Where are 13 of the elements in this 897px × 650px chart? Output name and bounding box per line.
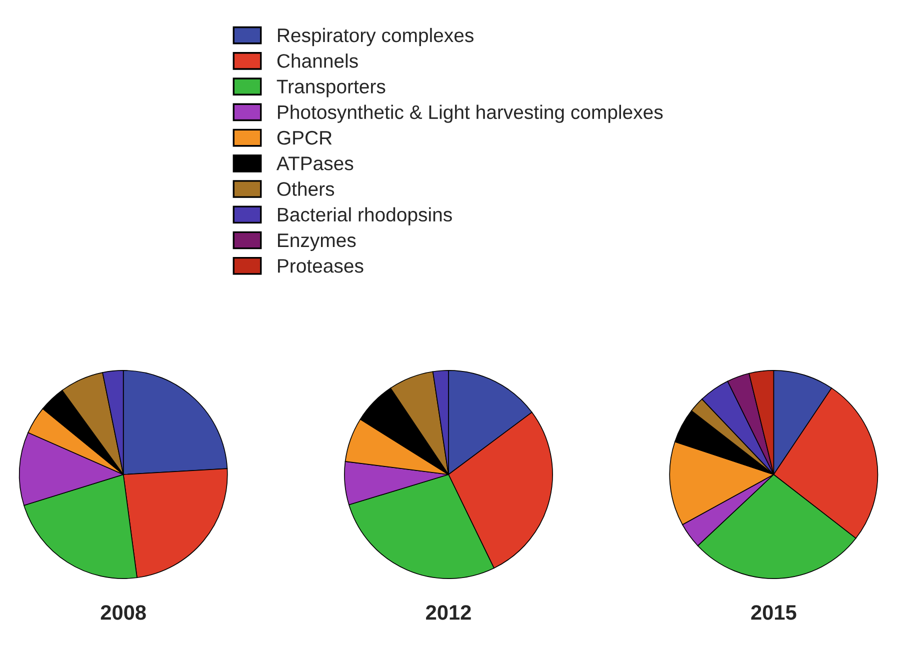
legend-label: Enzymes [278,234,356,252]
text: 2012 [426,605,471,620]
legend-label: Bacterial rhodopsins [278,207,452,226]
legend-label: Proteases [278,259,364,273]
legend-label: Transporters [276,80,386,98]
legend-label: Others [277,182,334,196]
legend-label: Channels [277,54,358,68]
legend-label: Respiratory complexes [278,28,474,46]
text: 2015 [751,605,796,620]
legend-label: Photosynthetic & Light harvesting complexes [278,104,663,123]
text: 2008 [100,605,146,620]
legend-label: GPCR [277,130,332,145]
legend-label: ATPases [276,156,354,170]
